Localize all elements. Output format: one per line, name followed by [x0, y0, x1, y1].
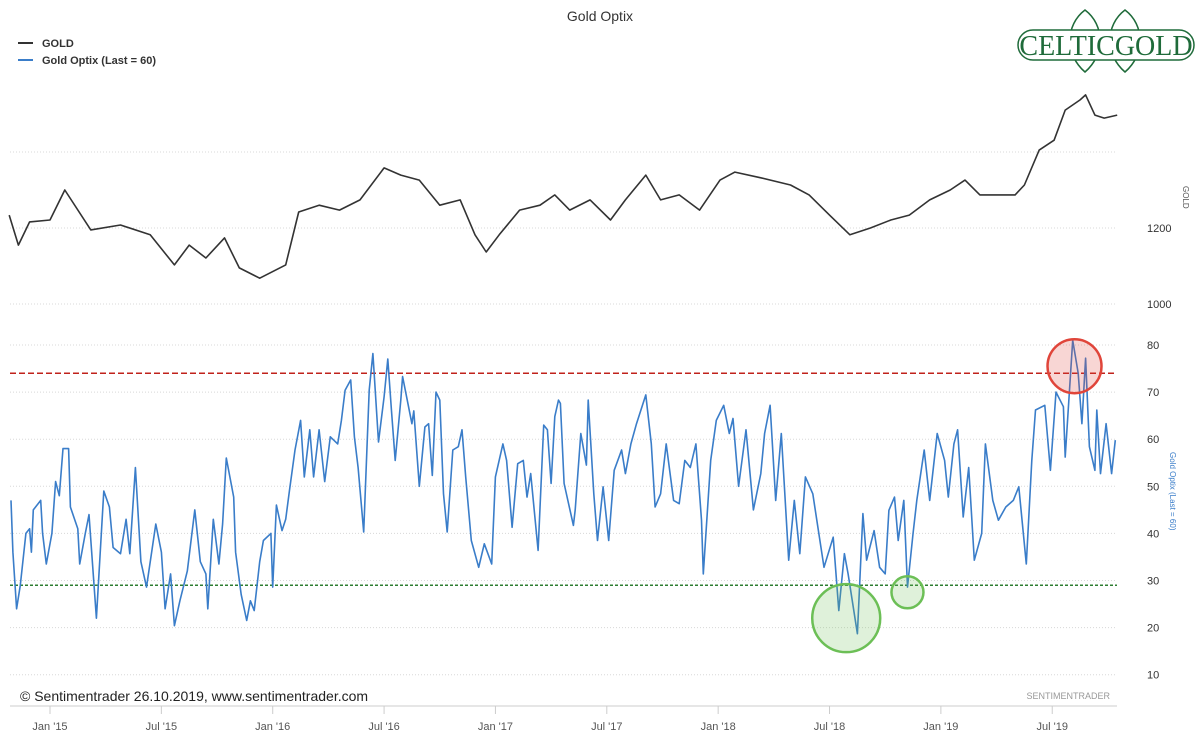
- x-tick-label: Jul '18: [814, 721, 845, 733]
- x-tick-label: Jan '16: [255, 721, 290, 733]
- gold-axis-label: GOLD: [1181, 186, 1190, 209]
- optix-ytick-label: 50: [1147, 481, 1159, 493]
- x-tick-label: Jul '17: [591, 721, 622, 733]
- legend: GOLD Gold Optix (Last = 60): [18, 38, 156, 67]
- gold-price-line: [8, 94, 1118, 279]
- x-tick-label: Jan '17: [478, 721, 513, 733]
- watermark: SENTIMENTRADER: [1026, 691, 1110, 701]
- optix-ytick-label: 10: [1147, 670, 1159, 682]
- optix-ytick-label: 20: [1147, 623, 1159, 635]
- annotation-circle: [810, 582, 882, 654]
- x-tick-label: Jul '16: [368, 721, 399, 733]
- legend-gold[interactable]: GOLD: [42, 38, 74, 50]
- copyright-text: © Sentimentrader 26.10.2019, www.sentime…: [20, 688, 368, 704]
- optix-axis-label: Gold Optix (Last = 60): [1168, 452, 1177, 531]
- annotation-circle: [1046, 337, 1103, 395]
- x-tick-label: Jan '19: [923, 721, 958, 733]
- optix-ytick-label: 80: [1147, 340, 1159, 352]
- gold-ytick-label: 1000: [1147, 299, 1171, 311]
- optix-ytick-label: 30: [1147, 576, 1159, 588]
- optix-ytick-label: 40: [1147, 528, 1159, 540]
- gold-ytick-label: 1200: [1147, 223, 1171, 235]
- annotation-circle: [890, 575, 925, 610]
- optix-ytick-label: 70: [1147, 387, 1159, 399]
- logo-text: CELTICGOLD: [1019, 31, 1192, 62]
- x-tick-label: Jan '18: [701, 721, 736, 733]
- x-tick-label: Jul '15: [146, 721, 177, 733]
- x-tick-label: Jul '19: [1037, 721, 1068, 733]
- optix-ytick-label: 60: [1147, 434, 1159, 446]
- gold-optix-line: [10, 339, 1117, 635]
- chart-title: Gold Optix: [567, 8, 633, 24]
- celticgold-logo: CELTICGOLD: [1017, 9, 1195, 73]
- x-tick-label: Jan '15: [32, 721, 67, 733]
- legend-optix[interactable]: Gold Optix (Last = 60): [42, 55, 156, 67]
